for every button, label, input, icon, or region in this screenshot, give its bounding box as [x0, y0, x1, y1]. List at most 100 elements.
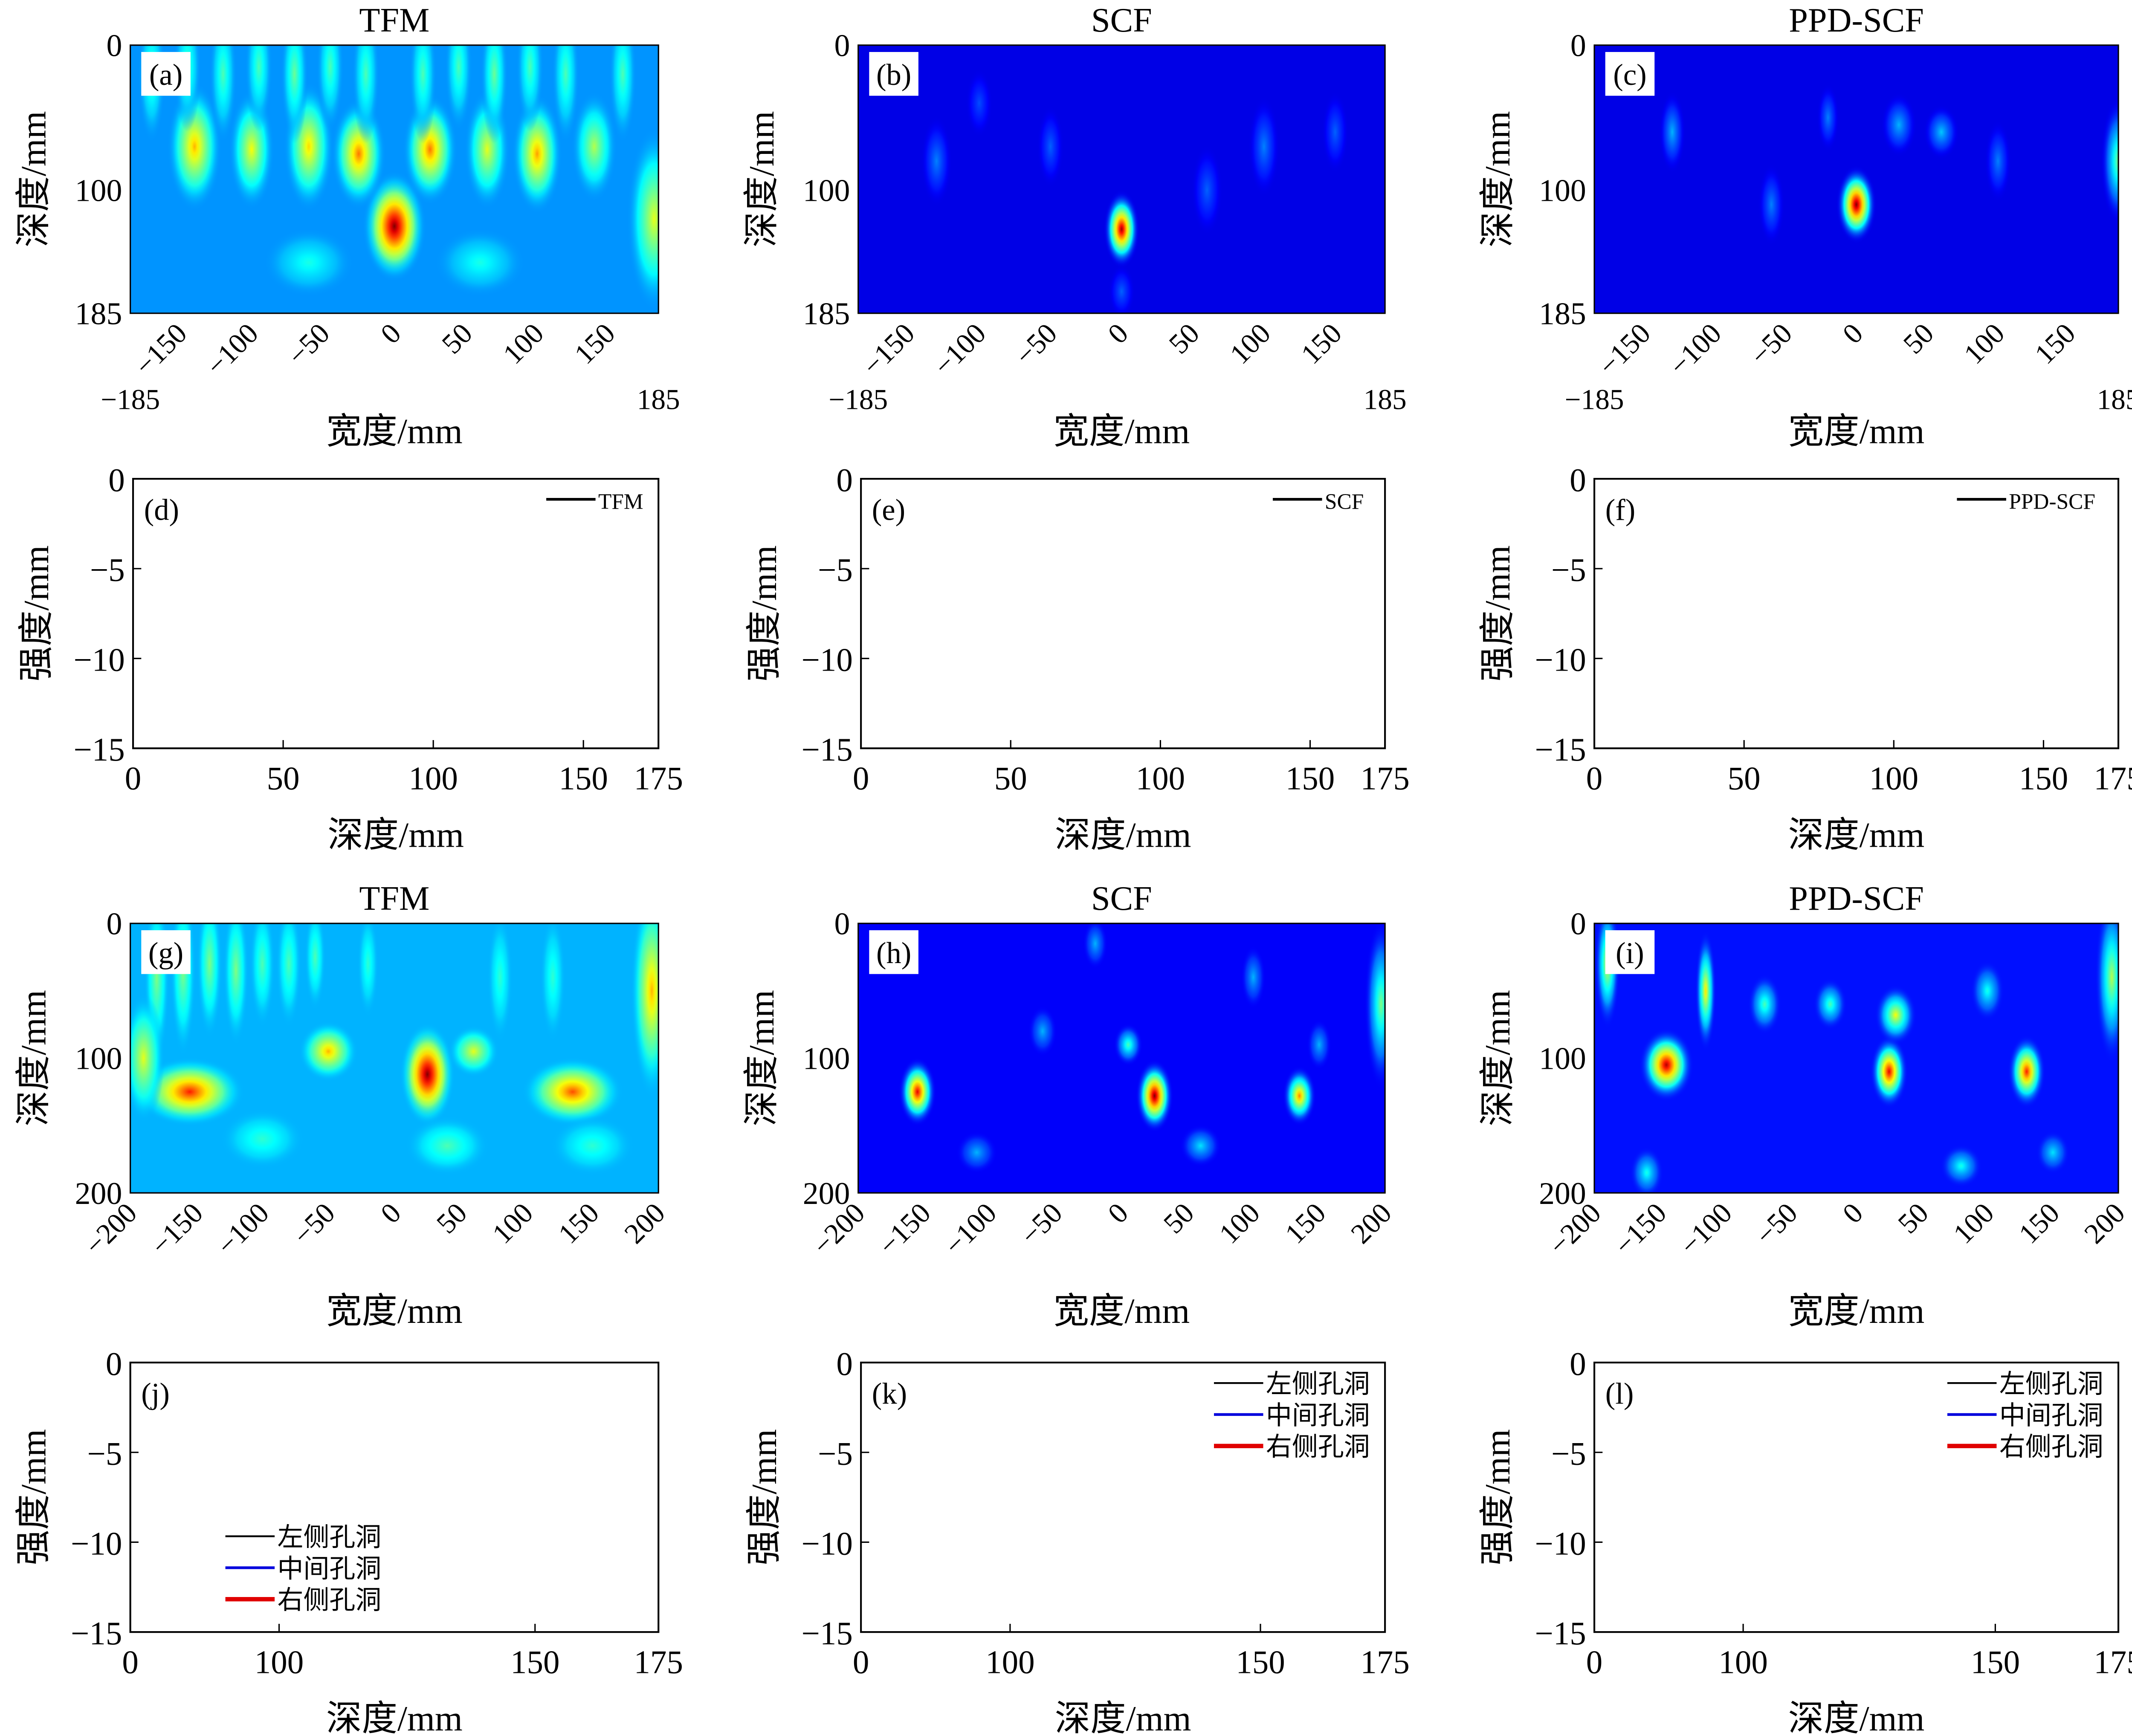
y-tick-label: −10 [1535, 641, 1586, 678]
x-tick-label: 150 [2028, 317, 2081, 370]
plot-area [1594, 923, 2119, 1193]
panel-label: (f) [1605, 493, 1636, 527]
panel-label-box [141, 930, 191, 974]
heatmap-feature [2095, 923, 2119, 1064]
x-tick-label: 100 [1213, 1197, 1266, 1250]
legend-label: 中间孔洞 [1999, 1401, 2103, 1430]
x-tick-label: 175 [634, 1643, 683, 1680]
x-tick-label: 50 [1728, 760, 1761, 796]
y-tick-label: 200 [1539, 1176, 1586, 1211]
x-tick-label: −100 [211, 1197, 275, 1261]
y-tick-label: −15 [801, 1615, 852, 1652]
y-tick-label: −10 [801, 1525, 852, 1562]
heatmap-feature [1306, 1018, 1332, 1071]
legend: SCF [1272, 490, 1364, 514]
heatmap-feature [220, 1108, 305, 1169]
x-tick-label: 0 [374, 1197, 407, 1230]
heatmap-feature [281, 45, 308, 144]
x-tick-label: 0 [1837, 317, 1869, 350]
heatmap-feature [1984, 119, 2012, 203]
heatmap-feature [1630, 1147, 1664, 1193]
heatmap-feature [1813, 978, 1847, 1030]
plot-frame [1593, 1361, 2120, 1633]
plot-area [130, 45, 659, 313]
heatmap-feature [1321, 90, 1349, 174]
y-axis-label: 深度/mm [14, 990, 54, 1126]
plot-frame [860, 1361, 1386, 1633]
y-tick-label: 100 [75, 173, 122, 208]
x-tick-label: −185 [101, 383, 160, 415]
x-tick-label: 100 [486, 1197, 539, 1250]
panel-label-box [1605, 52, 1655, 96]
heatmap-feature [1758, 162, 1785, 246]
x-tick-label: 50 [267, 760, 300, 796]
plot-background [133, 479, 659, 749]
panel-label-box [1605, 930, 1655, 974]
x-tick-label: 150 [510, 1643, 560, 1680]
x-tick-label: 100 [497, 317, 550, 370]
x-axis-label: 宽度/mm [1788, 1292, 1925, 1331]
x-axis-label: 深度/mm [1055, 1699, 1191, 1736]
heatmap-feature [1103, 190, 1140, 269]
x-tick-label: −100 [927, 317, 992, 382]
heatmap-feature [1870, 1035, 1908, 1108]
chart-title: PPD-SCF [1789, 880, 1924, 917]
y-tick-label: −5 [1551, 1435, 1586, 1472]
legend-label: 左侧孔洞 [278, 1523, 382, 1552]
y-tick-label: 100 [1539, 1041, 1586, 1076]
x-tick-label: −150 [128, 317, 193, 382]
plot-background [1594, 479, 2119, 749]
panel-d: 0 50 100 150 175 0 −5 −10 −15 深度/mm 强度/mm (d) TFM [17, 462, 683, 855]
heatmap-feature [223, 923, 249, 1046]
x-tick-label: 150 [552, 1197, 605, 1250]
x-tick-label: 100 [1947, 1197, 2000, 1250]
x-tick-label: −50 [1744, 317, 1799, 372]
x-tick-label: 175 [2094, 1643, 2132, 1680]
plot-frame [857, 923, 1386, 1194]
y-tick-label: 0 [1570, 28, 1586, 63]
heatmap-feature [1191, 144, 1223, 237]
x-tick-label: 100 [1869, 760, 1919, 796]
heatmap-feature [2007, 1035, 2046, 1108]
x-tick-label: 200 [618, 1197, 671, 1250]
x-tick-label: 150 [1295, 317, 1348, 370]
x-axis-label: 深度/mm [1055, 816, 1191, 855]
panel-label: (l) [1605, 1377, 1634, 1410]
plot-area [1594, 45, 2119, 313]
heatmap-feature [1083, 923, 1108, 970]
plot-frame [130, 44, 659, 314]
x-tick-label: 50 [1892, 1197, 1935, 1240]
x-tick-label: −150 [872, 1197, 937, 1261]
heatmap-feature [1658, 90, 1686, 174]
panel-l: 0 100 150 175 0 −5 −10 −15 深度/mm 强度/mm (l) 左侧孔洞中间孔洞… [1478, 1345, 2132, 1736]
y-tick-label: 100 [803, 1041, 850, 1076]
legend-label: 中间孔洞 [278, 1555, 382, 1583]
x-tick-label: −50 [1749, 1197, 1804, 1251]
y-tick-label: −5 [818, 552, 853, 588]
panel-label: (h) [876, 937, 911, 970]
heatmap-feature [2036, 1131, 2070, 1174]
y-tick-label: −15 [73, 731, 125, 768]
heatmap-feature [1836, 165, 1877, 244]
y-tick-label: 100 [803, 173, 850, 208]
x-tick-label: 0 [125, 760, 142, 796]
panel-i: −200 −150 −100 −50 0 50 100 150 2000100200PPD-SC… [1478, 880, 2131, 1331]
heatmap-feature [263, 228, 355, 298]
plot-background [130, 1362, 659, 1632]
y-tick-label: 200 [75, 1176, 122, 1211]
y-tick-label: 0 [108, 462, 125, 498]
y-tick-label: 0 [106, 1345, 122, 1382]
y-tick-label: −10 [801, 641, 852, 678]
panel-g: −200 −150 −100 −50 0 50 100 150 2000100200TFM宽度/… [14, 880, 671, 1331]
x-tick-label: 150 [559, 760, 608, 796]
x-tick-label: 175 [634, 760, 683, 796]
y-tick-label: 0 [836, 1345, 853, 1382]
heatmap-feature [1695, 930, 1716, 1051]
x-axis-label: 宽度/mm [326, 412, 463, 451]
x-tick-label: 0 [1101, 317, 1134, 350]
x-tick-label: 175 [1360, 760, 1409, 796]
x-tick-label: 50 [435, 317, 478, 360]
x-tick-label: −100 [200, 317, 264, 382]
